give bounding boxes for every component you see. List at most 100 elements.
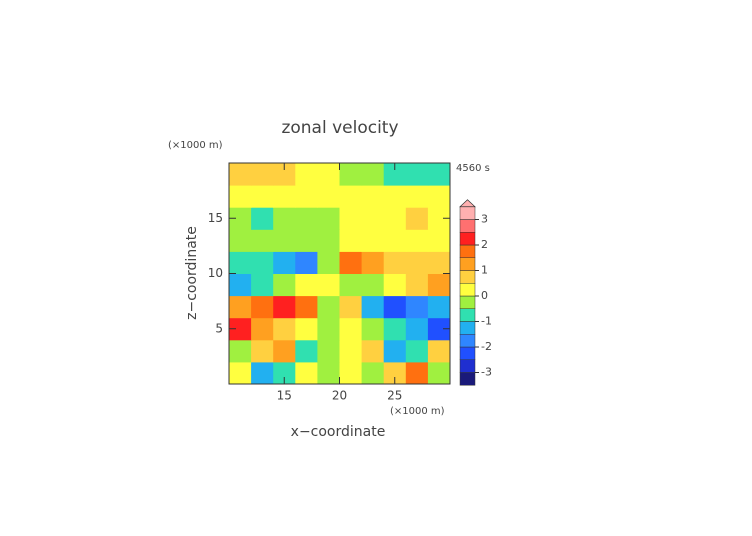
contour-cell xyxy=(405,273,429,297)
contour-cell xyxy=(317,295,340,319)
contour-cell xyxy=(361,361,385,385)
colorbar-segment xyxy=(459,270,476,284)
contour-cell xyxy=(339,185,363,208)
contour-cell xyxy=(273,273,296,297)
contour-cell xyxy=(273,229,296,252)
y-tick-label: 15 xyxy=(208,211,223,225)
contour-cell xyxy=(339,317,363,341)
contour-cell xyxy=(317,207,340,230)
contour-cell xyxy=(405,361,429,385)
contour-cell xyxy=(383,273,407,297)
colorbar-tick-label: 2 xyxy=(481,238,488,251)
chart-title: zonal velocity xyxy=(281,118,398,138)
contour-cell xyxy=(251,229,274,252)
colorbar-segment xyxy=(459,359,476,373)
contour-cell xyxy=(383,229,407,252)
contour-cell xyxy=(383,339,407,363)
colorbar-segment xyxy=(459,372,476,386)
contour-cell xyxy=(405,163,429,186)
contour-cell xyxy=(361,163,385,186)
contour-cell xyxy=(273,317,296,341)
x-tick-label: 15 xyxy=(277,389,292,403)
contour-cell xyxy=(339,273,363,297)
colorbar-tick-label: -1 xyxy=(481,315,492,328)
contour-cell xyxy=(317,185,340,208)
colorbar-segment xyxy=(459,295,476,309)
contour-cell xyxy=(405,207,429,230)
contour-cell xyxy=(273,163,296,186)
y-tick-label: 5 xyxy=(215,321,223,335)
contour-cell xyxy=(339,361,363,385)
contour-cell xyxy=(273,361,296,385)
colorbar-tick-label: 1 xyxy=(481,264,488,277)
contour-cell xyxy=(383,317,407,341)
contour-cell xyxy=(317,229,340,252)
contour-cell xyxy=(251,339,274,363)
contour-cell xyxy=(383,185,407,208)
contour-cell xyxy=(317,317,340,341)
y-unit: (×1000 m) xyxy=(168,140,223,151)
contour-cell xyxy=(383,163,407,186)
contour-cell xyxy=(295,317,318,341)
colorbar-segment xyxy=(459,219,476,233)
contour-cell xyxy=(273,185,296,208)
contour-cell xyxy=(405,339,429,363)
contour-cell xyxy=(317,273,340,297)
y-tick-label: 10 xyxy=(208,266,223,280)
contour-cell xyxy=(251,295,274,319)
contour-cell xyxy=(339,295,363,319)
colorbar-segment xyxy=(459,334,476,348)
contour-cell xyxy=(427,361,451,385)
contour-cell xyxy=(317,163,340,186)
contour-cell xyxy=(295,295,318,319)
contour-cell xyxy=(427,207,451,230)
contour-cell xyxy=(317,251,340,274)
contour-cell xyxy=(339,251,363,274)
contour-cell xyxy=(295,185,318,208)
colorbar-segment xyxy=(459,257,476,271)
contour-cell xyxy=(229,273,252,297)
contour-cell xyxy=(383,251,407,274)
x-tick-label: 20 xyxy=(332,389,347,403)
contour-cell xyxy=(229,317,252,341)
contour-cell xyxy=(361,229,385,252)
contour-cell xyxy=(427,295,451,319)
contour-cell xyxy=(339,207,363,230)
contour-cell xyxy=(427,251,451,274)
colorbar-tick-label: 0 xyxy=(481,289,488,302)
contour-cell xyxy=(427,163,451,186)
contour-cell xyxy=(273,295,296,319)
contour-cell xyxy=(427,273,451,297)
contour-cell xyxy=(251,185,274,208)
contour-cell xyxy=(295,273,318,297)
contour-cell xyxy=(427,339,451,363)
contour-cell xyxy=(383,295,407,319)
contour-cell xyxy=(229,295,252,319)
contour-cell xyxy=(229,185,252,208)
contour-cell xyxy=(405,185,429,208)
contour-cell xyxy=(317,361,340,385)
contour-cell xyxy=(427,185,451,208)
contour-cell xyxy=(361,251,385,274)
contour-cell xyxy=(383,361,407,385)
colorbar-segment xyxy=(459,244,476,258)
contour-cell xyxy=(361,339,385,363)
x-unit: (×1000 m) xyxy=(390,406,445,417)
colorbar-segment xyxy=(459,346,476,360)
contour-cell xyxy=(405,295,429,319)
contour-cell xyxy=(295,163,318,186)
contour-cell xyxy=(427,317,451,341)
contour-cell xyxy=(339,163,363,186)
x-axis-label: x−coordinate xyxy=(291,424,386,440)
contour-cell xyxy=(317,339,340,363)
contour-cell xyxy=(295,207,318,230)
contour-cell xyxy=(251,273,274,297)
colorbar-tick-label: -3 xyxy=(481,366,492,379)
contour-cell xyxy=(361,273,385,297)
contour-cell xyxy=(273,251,296,274)
contour-cell xyxy=(295,361,318,385)
time-label: 4560 s xyxy=(456,163,490,174)
contour-cell xyxy=(251,361,274,385)
contour-cell xyxy=(251,207,274,230)
